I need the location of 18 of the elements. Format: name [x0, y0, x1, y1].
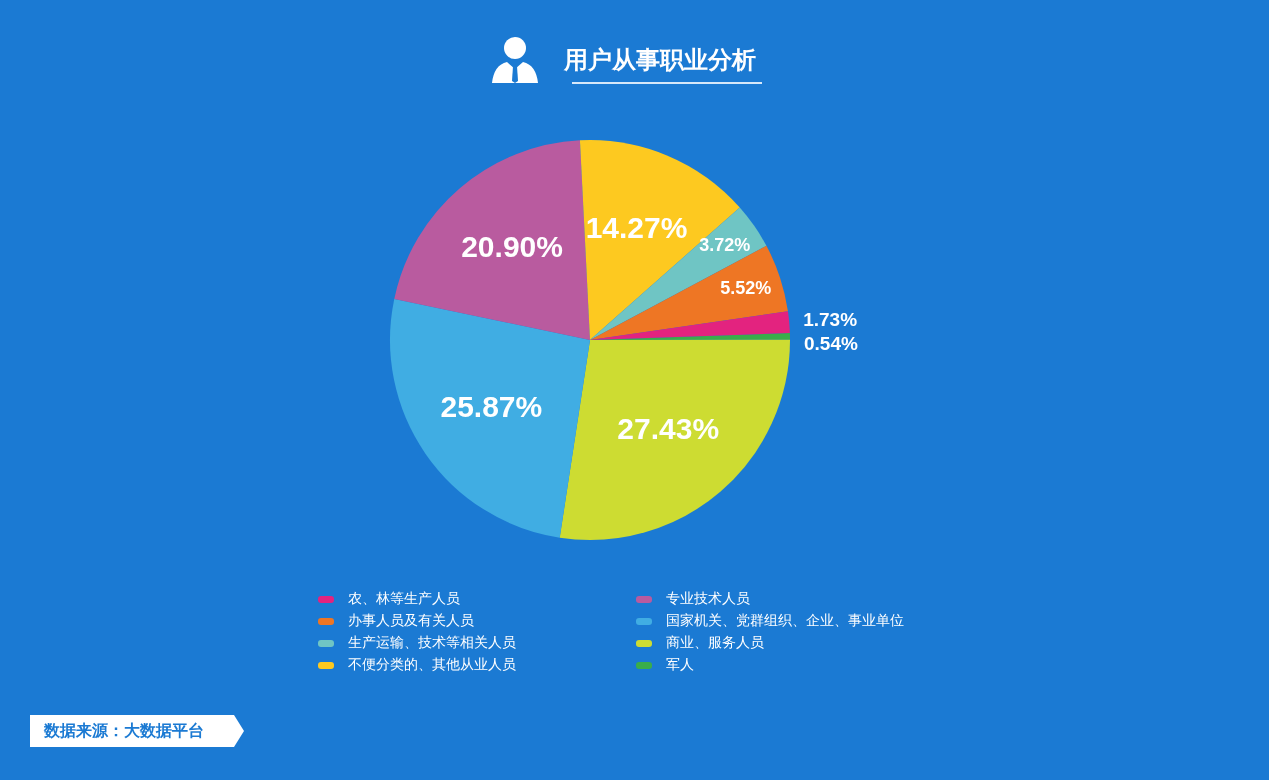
legend-label: 生产运输、技术等相关人员	[348, 634, 516, 652]
legend-label: 军人	[666, 656, 694, 674]
legend-label: 不便分类的、其他从业人员	[348, 656, 516, 674]
legend-label: 办事人员及有关人员	[348, 612, 474, 630]
legend-label: 农、林等生产人员	[348, 590, 460, 608]
data-label: 0.54%	[803, 333, 858, 355]
data-label: 25.87%	[440, 389, 543, 423]
legend-label: 国家机关、党群组织、企业、事业单位	[666, 612, 904, 630]
data-label: 27.43%	[617, 412, 720, 446]
legend-label: 商业、服务人员	[666, 634, 764, 652]
data-label: 3.72%	[699, 235, 751, 256]
data-label: 5.52%	[720, 277, 772, 298]
legend-label: 专业技术人员	[666, 590, 750, 608]
source-note: 数据来源：大数据平台	[30, 715, 244, 747]
data-label: 20.90%	[461, 230, 563, 264]
data-label: 14.27%	[585, 210, 688, 244]
chart-title: 用户从事职业分析	[563, 45, 756, 76]
data-label: 1.73%	[803, 309, 858, 331]
